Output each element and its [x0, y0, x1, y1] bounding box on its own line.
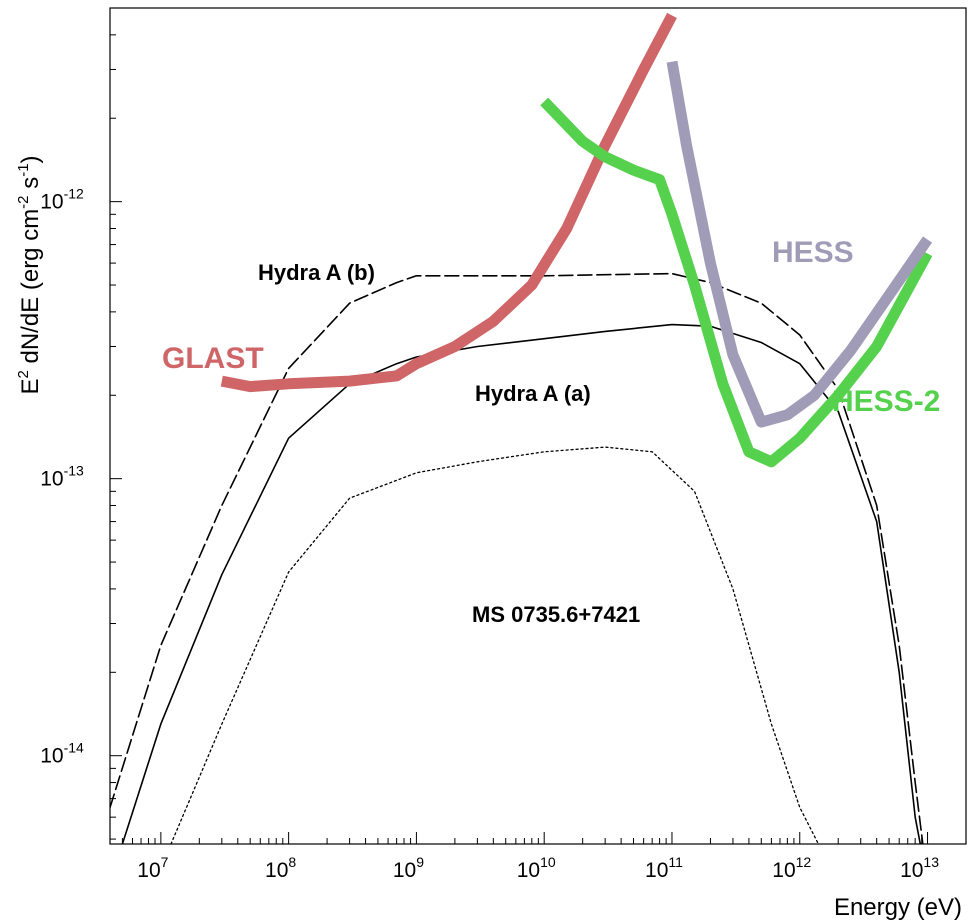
- x-tick-label: 109: [393, 854, 424, 882]
- series-ms-0735-6-7421: [170, 446, 820, 844]
- axis-titles: Energy (eV) E2 dN/dE (erg cm-2 s-1): [15, 155, 962, 921]
- y-axis-label: E2 dN/dE (erg cm-2 s-1): [15, 155, 44, 394]
- y-tick-label: 10-13: [40, 463, 84, 491]
- annotation-hydra-a-b: Hydra A (b): [258, 260, 375, 285]
- series-glast: [220, 12, 677, 393]
- annotation-hess: HESS: [772, 236, 854, 269]
- plot-frame: [109, 7, 967, 845]
- series-hydra-a-a: [121, 323, 922, 844]
- annotation-hess-2: HESS-2: [832, 385, 940, 418]
- y-tick-label: 10-14: [40, 740, 84, 768]
- annotation-hydra-a-a: Hydra A (a): [475, 381, 591, 406]
- x-tick-label: 1011: [645, 854, 683, 882]
- x-axis-label: Energy (eV): [834, 894, 962, 921]
- series-hess-2: [540, 97, 933, 468]
- y-tick-label: 10-12: [40, 186, 84, 214]
- series-layer: [110, 12, 933, 844]
- series-hydra-a-b: [110, 272, 924, 844]
- axes: 107 108 109 1010 1011 1012 1013 10-14 10-13 10-12: [40, 7, 967, 882]
- x-tick-label: 1013: [900, 854, 939, 882]
- series-hess: [666, 60, 933, 428]
- annotations-layer: Hydra A (b) Hydra A (a) MS 0735.6+7421 GLAS…: [162, 236, 940, 627]
- x-tick-label: 1012: [772, 854, 811, 882]
- annotation-glast: GLAST: [162, 342, 264, 375]
- x-tick-label: 1010: [517, 854, 556, 882]
- annotation-ms-0735-6-7421: MS 0735.6+7421: [472, 602, 640, 627]
- x-tick-label: 108: [265, 854, 296, 882]
- x-tick-label: 107: [137, 854, 168, 882]
